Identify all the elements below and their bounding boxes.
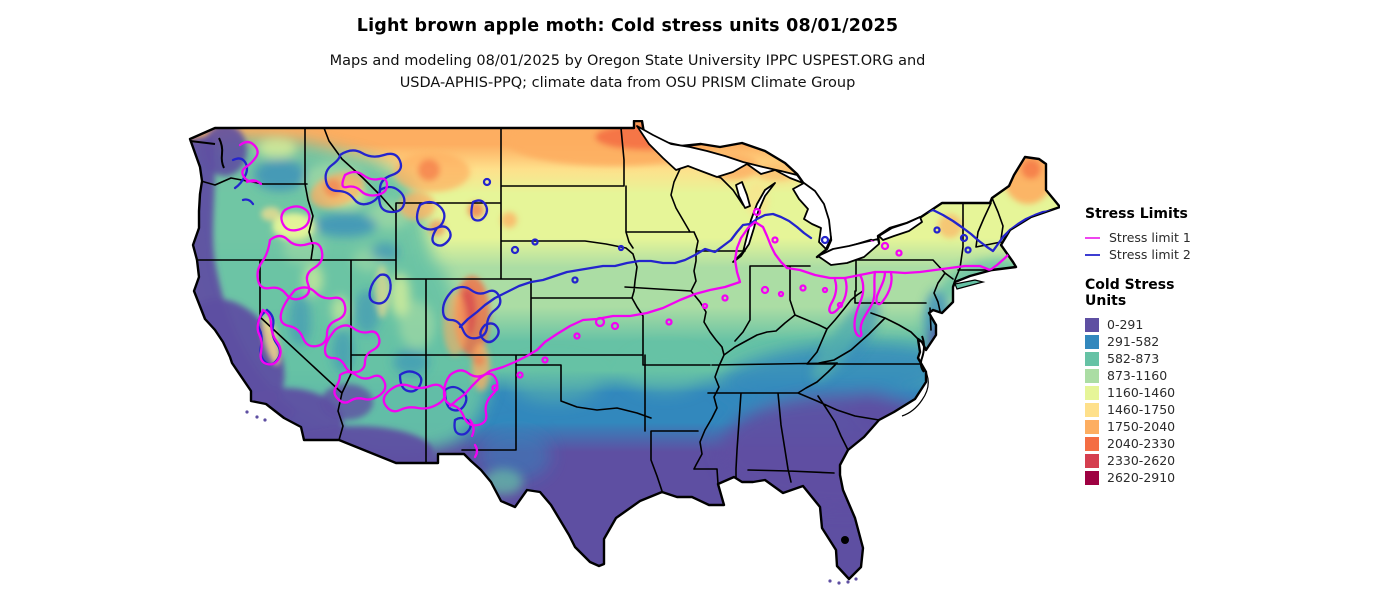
legend-class-row: 2040-2330	[1085, 435, 1385, 452]
legend-class-row: 873-1160	[1085, 367, 1385, 384]
stress-limit-1-line-icon	[1085, 236, 1100, 239]
legend-swatch	[1085, 334, 1099, 349]
outer-banks	[901, 371, 929, 417]
lake-huron	[792, 182, 832, 250]
figure-subtitle-line1: Maps and modeling 08/01/2025 by Oregon S…	[329, 53, 926, 69]
stress-limit-1-contour	[238, 140, 1059, 459]
legend-swatch	[1085, 385, 1099, 400]
legend-class-row: 1750-2040	[1085, 418, 1385, 435]
coastal-details	[189, 137, 986, 585]
legend-class-row: 1460-1750	[1085, 401, 1385, 418]
cold-stress-title-line2: Units	[1085, 293, 1127, 309]
legend-class-row: 1160-1460	[1085, 384, 1385, 401]
legend-swatch	[1085, 368, 1099, 383]
legend-class-row: 2620-2910	[1085, 469, 1385, 486]
legend-class-row: 0-291	[1085, 316, 1385, 333]
figure-header: Light brown apple moth: Cold stress unit…	[190, 16, 1065, 94]
figure-title: Light brown apple moth: Cold stress unit…	[356, 16, 899, 36]
stress-limit-2-contour	[231, 149, 1059, 436]
legend-item-stress-limit-1: Stress limit 1	[1085, 229, 1385, 246]
legend-swatch	[1085, 436, 1099, 451]
map-container	[185, 119, 1062, 592]
green-bay	[735, 181, 751, 209]
channel-islands	[245, 410, 267, 422]
legend-item-stress-limit-2: Stress limit 2	[1085, 246, 1385, 263]
florida-keys	[828, 577, 858, 585]
lake-superior	[636, 125, 804, 184]
legend-swatch	[1085, 351, 1099, 366]
legend-swatch	[1085, 317, 1099, 332]
legend-class-row: 582-873	[1085, 350, 1385, 367]
legend-swatch	[1085, 402, 1099, 417]
legend-class-row: 291-582	[1085, 333, 1385, 350]
stress-limits-title: Stress Limits	[1085, 206, 1188, 222]
chesapeake-bay	[919, 335, 925, 373]
legend-swatch	[1085, 419, 1099, 434]
long-island	[954, 279, 986, 290]
state-borders	[192, 127, 1004, 492]
us-map	[188, 119, 1062, 585]
legend-swatch	[1085, 453, 1099, 468]
map-raster	[190, 121, 1060, 579]
puget-sound	[189, 137, 225, 169]
stress-limit-2-line-icon	[1085, 253, 1100, 256]
legend-class-row: 2330-2620	[1085, 452, 1385, 469]
cold-stress-title-line1: Cold Stress	[1085, 277, 1175, 293]
legend-panel: Stress Limits Stress limit 1 Stress limi…	[1085, 206, 1385, 486]
legend-swatch	[1085, 470, 1099, 485]
lake-erie	[817, 238, 880, 266]
lake-okeechobee	[841, 536, 849, 544]
figure-subtitle-line2: USDA-APHIS-PPQ; climate data from OSU PR…	[399, 75, 856, 91]
lake-ontario	[878, 216, 923, 241]
